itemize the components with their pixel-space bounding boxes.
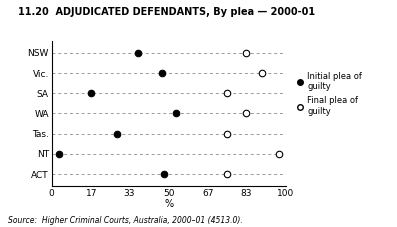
Point bbox=[88, 91, 94, 95]
Text: Source:  Higher Criminal Courts, Australia, 2000–01 (4513.0).: Source: Higher Criminal Courts, Australi… bbox=[8, 216, 243, 225]
Point bbox=[276, 152, 282, 156]
Point bbox=[114, 132, 120, 136]
Point bbox=[243, 112, 249, 115]
Point bbox=[224, 132, 230, 136]
Point bbox=[224, 172, 230, 176]
Point bbox=[56, 152, 62, 156]
Point bbox=[173, 112, 179, 115]
Point bbox=[158, 71, 165, 75]
Point bbox=[161, 172, 167, 176]
Point bbox=[259, 71, 266, 75]
Point bbox=[224, 91, 230, 95]
Text: 11.20  ADJUDICATED DEFENDANTS, By plea — 2000-01: 11.20 ADJUDICATED DEFENDANTS, By plea — … bbox=[18, 7, 315, 17]
Point bbox=[135, 51, 141, 55]
X-axis label: %: % bbox=[164, 199, 173, 209]
Point bbox=[243, 51, 249, 55]
Legend: Initial plea of
guilty, Final plea of
guilty: Initial plea of guilty, Final plea of gu… bbox=[295, 71, 363, 117]
